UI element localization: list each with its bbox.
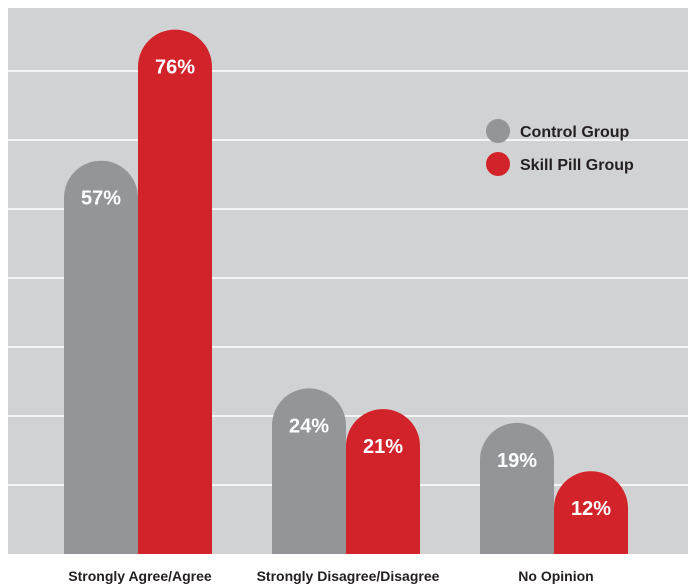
bar-skill-pill-1 xyxy=(346,409,420,554)
legend-swatch-skill-pill xyxy=(486,152,510,176)
category-label-1: Strongly Disagree/Disagree xyxy=(257,568,440,584)
legend-swatch-control xyxy=(486,119,510,143)
data-label-control-1: 24% xyxy=(289,415,329,437)
category-label-0: Strongly Agree/Agree xyxy=(68,568,212,584)
data-label-control-0: 57% xyxy=(81,188,121,210)
category-labels: Strongly Agree/Agree Strongly Disagree/Di… xyxy=(68,568,593,584)
legend-label-skill-pill: Skill Pill Group xyxy=(520,157,634,174)
bar-skill-pill-0 xyxy=(138,30,212,554)
bar-control-1 xyxy=(272,388,346,554)
data-label-skill-pill-0: 76% xyxy=(155,57,195,79)
bar-control-2 xyxy=(480,423,554,554)
data-label-control-2: 19% xyxy=(497,450,537,472)
bar-control-0 xyxy=(64,161,138,554)
data-label-skill-pill-2: 12% xyxy=(571,498,611,520)
category-label-2: No Opinion xyxy=(518,568,593,584)
legend-label-control: Control Group xyxy=(520,124,630,141)
data-label-skill-pill-1: 21% xyxy=(363,436,403,458)
